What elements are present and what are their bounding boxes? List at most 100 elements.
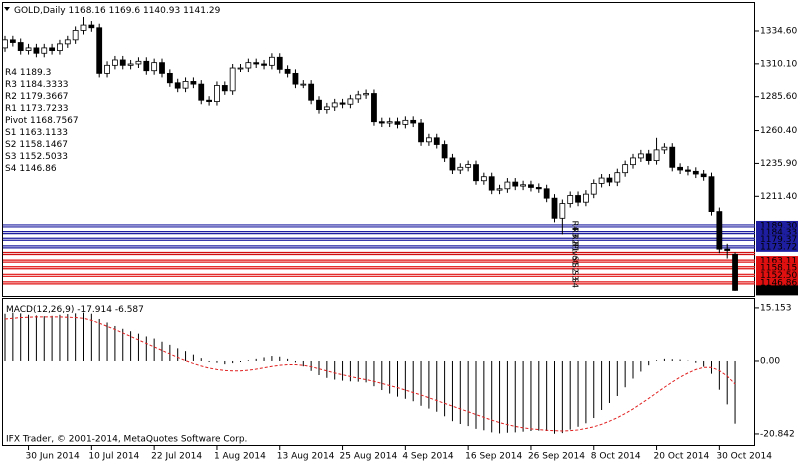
candle-body [17,42,24,51]
candle-body [473,164,479,182]
candle-body [480,176,487,182]
level-label: 1163.11 [760,257,797,267]
pivot-value: 1184.3333 [20,80,69,90]
candle-body [653,149,660,162]
x-tick-label: 30 Jun 2014 [26,452,80,462]
x-tick-label: 25 Aug 2014 [340,452,398,462]
candle-body [245,62,252,69]
last-ohlc: 1168.16 [69,6,106,16]
candle-body [151,62,158,72]
macd-title: MACD(12,26,9) -17.914 -6.587 [6,305,144,315]
price-label: 1141.29 [760,286,797,296]
y-tick-label: 1260.40 [760,126,797,136]
level-tag: R3 [571,227,580,238]
candle-body [528,184,534,188]
level-label: 1152.50 [760,271,797,281]
last-ohlc: 1140.93 [143,6,180,16]
pivot-name: S4 [5,164,17,174]
level-label-box [756,262,798,273]
candle-body [9,39,16,43]
candle-body [457,166,464,171]
candle-body [465,164,472,168]
price-panel-frame [2,2,755,297]
pivot-value: 1152.5033 [19,152,68,162]
candle-body [119,59,126,66]
level-label: 1158.15 [760,263,797,273]
candle-body [143,60,150,72]
signal-line [4,316,736,432]
candle-body [520,184,526,187]
candle-body [441,144,448,159]
level-label: 1184.33 [760,228,797,238]
candle-body [347,98,354,105]
candle-body [198,83,205,101]
pivot-value: 1158.1467 [19,140,68,150]
candle-body [677,166,683,171]
level-label: 1179.37 [760,235,797,245]
candle-body [504,181,511,190]
level-label-box [756,234,798,245]
y-tick-label: 1334.60 [760,26,797,36]
chart-header: GOLD,Daily 1168.16 1169.6 1140.93 1141.2… [14,6,221,16]
pivot-list-item: R2 1179.3667 [5,92,69,102]
pivot-name: S2 [5,140,16,150]
candle-body [221,85,228,92]
candle-body [567,195,574,204]
candle-body [433,137,440,145]
pivot-name: R1 [5,104,17,114]
candle-body [708,176,715,212]
candle-body [72,30,79,41]
candle-body [535,187,542,190]
pivot-list-item: S2 1158.1467 [5,140,68,150]
x-tick-label: 22 Jul 2014 [151,452,202,462]
candle-body [64,39,71,45]
x-tick-label: 10 Jul 2014 [88,452,139,462]
level-tag: S2 [571,263,580,273]
candle-body [425,137,432,143]
candle-body [543,188,550,199]
candle-body [182,81,189,89]
y-tick-label: 1310.10 [760,59,797,69]
candle-body [551,197,558,219]
candle-body [661,146,668,151]
price-label-box [756,285,798,296]
y-tick-label: 15.153 [760,303,792,313]
pivot-list-item: R3 1184.3333 [5,80,69,90]
candle-body [363,93,370,96]
candle-body [135,60,142,65]
pivot-name: R2 [5,92,17,102]
candle-body [559,203,566,219]
candle-body [300,83,307,86]
watermark: IFX Trader, © 2001-2014, MetaQuotes Soft… [6,435,247,445]
candle-body [316,99,322,111]
level-label-box [756,256,798,267]
macd-value: -17.914 [77,305,112,315]
x-tick-label: 30 Oct 2014 [716,452,772,462]
candle-body [402,119,409,125]
y-tick-label: 1285.60 [760,92,797,102]
candle-body [229,67,236,92]
x-tick-label: 16 Sep 2014 [465,452,522,462]
candle-body [237,67,244,70]
candle-body [614,172,621,183]
header-icon [4,7,10,11]
pivot-list-item: R1 1173.7233 [5,104,69,114]
candle-body [174,82,181,89]
x-tick-label: 1 Aug 2014 [214,452,266,462]
x-tick-label: 8 Oct 2014 [591,452,641,462]
candle-body [339,102,346,105]
candle-body [488,176,495,191]
candle-body [685,169,691,172]
level-label: 1146.86 [760,278,797,288]
candle-body [292,72,299,85]
x-tick-label: 13 Aug 2014 [277,452,335,462]
candle-body [386,121,393,124]
candle-body [606,177,613,183]
candle-body [394,121,401,125]
pivot-value: 1163.1133 [19,128,68,138]
level-label-box [756,277,798,288]
pivot-value: 1168.7567 [30,116,79,126]
candle-body [49,47,55,51]
candle-body [724,248,731,251]
